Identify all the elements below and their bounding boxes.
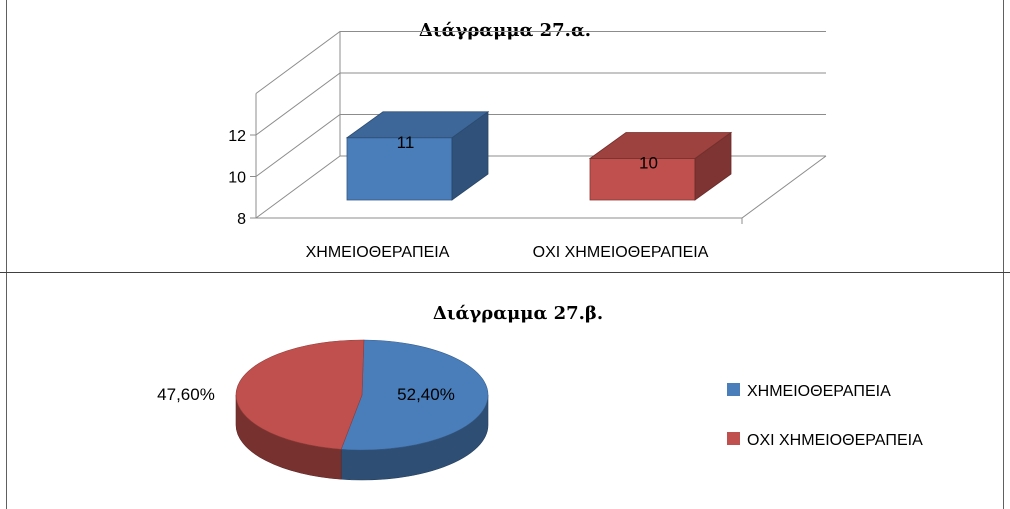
pie-data-label: 47,60% bbox=[157, 385, 215, 404]
bar-top bbox=[588, 132, 733, 159]
pie-chart: Διάγραμμα 27.β. 52,40% 47,60% ΧΗΜΕΙΟΘΕΡΑΠ… bbox=[157, 303, 923, 481]
bar-chart-categories: ΧΗΜΕΙΟΘΕΡΑΠΕΙΑ ΟΧΙ ΧΗΜΕΙΟΘΕΡΑΠΕΙΑ bbox=[306, 244, 709, 261]
pie-slice bbox=[340, 339, 489, 451]
grid-line bbox=[255, 155, 826, 219]
pie-chart-legend: ΧΗΜΕΙΟΘΕΡΑΠΕΙΑ ΟΧΙ ΧΗΜΕΙΟΘΕΡΑΠΕΙΑ bbox=[727, 383, 923, 449]
bar-chart-panel: Διάγραμμα 27.α. 8 10 12 11 10 ΧΗΜΕΙΟΘΕΡΑΠΕΙ… bbox=[0, 20, 1010, 273]
pie-chart-title: Διάγραμμα 27.β. bbox=[433, 303, 603, 324]
bar-chart-grid bbox=[250, 31, 827, 224]
y-tick-label: 12 bbox=[228, 128, 246, 145]
category-label: ΧΗΜΕΙΟΘΕΡΑΠΕΙΑ bbox=[306, 244, 450, 261]
category-label: ΟΧΙ ΧΗΜΕΙΟΘΕΡΑΠΕΙΑ bbox=[533, 244, 709, 261]
bar bbox=[345, 110, 490, 201]
bar-chart-title: Διάγραμμα 27.α. bbox=[419, 20, 591, 41]
grid-line bbox=[255, 31, 826, 94]
grid-line bbox=[255, 72, 826, 136]
pie-chart-data-labels: 52,40% 47,60% bbox=[157, 385, 455, 404]
legend-swatch bbox=[727, 383, 740, 396]
bar-chart: Διάγραμμα 27.α. 8 10 12 11 10 ΧΗΜΕΙΟΘΕΡΑΠΕΙ… bbox=[228, 20, 827, 261]
bar-chart-bars: 11 10 bbox=[345, 110, 733, 201]
legend-swatch bbox=[727, 432, 740, 445]
bar-data-label: 11 bbox=[397, 133, 415, 152]
bar bbox=[588, 131, 733, 201]
legend-label: ΧΗΜΕΙΟΘΕΡΑΠΕΙΑ bbox=[747, 383, 891, 400]
bar-top bbox=[345, 111, 490, 139]
frame-right-edge bbox=[1003, 0, 1004, 509]
frame-left-edge bbox=[6, 0, 7, 509]
bar-data-label: 10 bbox=[639, 154, 658, 173]
pie-chart-panel: Διάγραμμα 27.β. 52,40% 47,60% ΧΗΜΕΙΟΘΕΡΑΠ… bbox=[0, 273, 1010, 509]
grid-line bbox=[255, 114, 826, 177]
bar-chart-y-ticks: 8 10 12 bbox=[228, 128, 246, 228]
y-tick-label: 10 bbox=[228, 170, 246, 187]
pie-chart-slices bbox=[235, 339, 489, 481]
legend-label: ΟΧΙ ΧΗΜΕΙΟΘΕΡΑΠΕΙΑ bbox=[747, 432, 923, 449]
pie-slice bbox=[235, 339, 365, 450]
pie-data-label: 52,40% bbox=[397, 385, 455, 404]
y-tick-label: 8 bbox=[237, 211, 246, 228]
